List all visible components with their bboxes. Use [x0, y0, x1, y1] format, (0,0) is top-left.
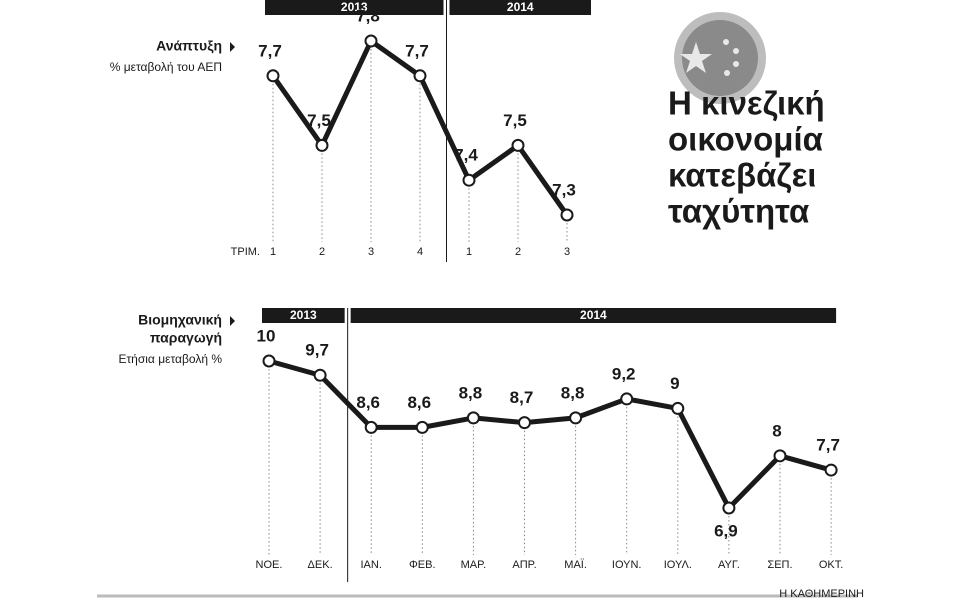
value-label: 9,7 [305, 341, 329, 360]
source: Η ΚΑΘΗΜΕΡΙΝΗ [779, 588, 864, 600]
value-label: 7,7 [816, 436, 840, 455]
period-bar [350, 308, 837, 323]
value-label: 9 [670, 374, 679, 393]
x-tick-label: ΣΕΠ. [767, 559, 792, 571]
star [680, 42, 712, 73]
star [724, 70, 730, 76]
data-point [569, 411, 583, 425]
value-label: 7,4 [454, 146, 478, 165]
headline: Η κινεζική [668, 85, 825, 122]
value-label: 7,5 [503, 111, 527, 130]
value-label: 6,9 [714, 521, 738, 540]
headline: κατεβάζει [668, 157, 816, 194]
value-label: 8,8 [561, 383, 585, 402]
x-tick-label: ΦΕΒ. [409, 559, 436, 571]
data-point [722, 501, 736, 515]
chart-title: Βιομηχανική [138, 312, 222, 328]
data-point [413, 69, 427, 83]
data-point [560, 208, 574, 222]
title-arrow [230, 42, 235, 52]
period-label: 2014 [507, 0, 534, 14]
star [723, 39, 729, 45]
data-point [315, 138, 329, 152]
chart-subtitle: % μεταβολή του ΑΕΠ [110, 60, 222, 74]
x-tick-label: 1 [270, 246, 276, 258]
x-tick-label: ΟΚΤ. [819, 559, 843, 571]
badge-flag [682, 20, 758, 96]
data-point [313, 368, 327, 382]
x-tick-label: ΔΕΚ. [308, 559, 333, 571]
data-point [364, 34, 378, 48]
x-tick-label: 3 [564, 246, 570, 258]
period-label: 2014 [580, 308, 607, 322]
period-label: 2013 [341, 0, 368, 14]
x-tick-label: ΙΟΥΛ. [664, 559, 692, 571]
data-point [466, 411, 480, 425]
chart-subtitle: Ετήσια μεταβολή % [118, 352, 222, 366]
value-label: 7,7 [405, 41, 429, 60]
data-point [364, 420, 378, 434]
title-arrow [230, 316, 235, 326]
x-tick-label: ΑΠΡ. [512, 559, 536, 571]
data-point [415, 420, 429, 434]
value-label: 8,6 [356, 393, 380, 412]
value-label: 8 [772, 421, 781, 440]
value-label: 9,2 [612, 364, 636, 383]
x-tick-label: ΑΥΓ. [718, 559, 740, 571]
data-point [518, 416, 531, 430]
data-point [824, 463, 838, 477]
data-point [462, 173, 476, 187]
x-tick-label: ΜΑΡ. [461, 559, 487, 571]
period-bar [262, 308, 345, 323]
star [733, 61, 739, 67]
value-label: 8,7 [510, 388, 534, 407]
data-point [262, 354, 276, 368]
star [733, 48, 739, 54]
period-label: 2013 [290, 308, 317, 322]
value-label: 8,8 [459, 383, 483, 402]
x-tick-label: 2 [515, 246, 521, 258]
data-line [268, 358, 832, 511]
period-bar [265, 0, 444, 15]
data-point [266, 69, 280, 83]
headline: οικονομία [668, 121, 823, 158]
value-label: 10 [257, 326, 276, 345]
data-point [671, 401, 685, 415]
value-label: 8,6 [407, 393, 431, 412]
value-label: 7,3 [552, 180, 576, 199]
headline: ταχύτητα [668, 193, 809, 230]
x-tick-label: ΙΟΥΝ. [612, 559, 642, 571]
x-tick-label: 4 [417, 246, 423, 258]
x-tick-label: ΙΑΝ. [360, 559, 381, 571]
data-point [511, 138, 525, 152]
x-tick-label: 3 [368, 246, 374, 258]
value-label: 7,5 [307, 111, 331, 130]
x-tick-label: 2 [319, 246, 325, 258]
value-label: 7,8 [356, 6, 380, 25]
value-label: 7,7 [258, 41, 282, 60]
data-point [773, 449, 787, 463]
x-tick-label: ΜΑΪ. [564, 559, 587, 571]
period-bar [449, 0, 591, 15]
flag-badge [674, 12, 766, 104]
x-tick-label: 1 [466, 246, 472, 258]
x-tick-label: ΝΟΕ. [256, 559, 283, 571]
data-point [620, 392, 634, 406]
x-axis-label: ΤΡΙΜ. [231, 246, 260, 258]
chart-title: Ανάπτυξη [156, 38, 222, 54]
chart-title: παραγωγή [150, 330, 222, 346]
